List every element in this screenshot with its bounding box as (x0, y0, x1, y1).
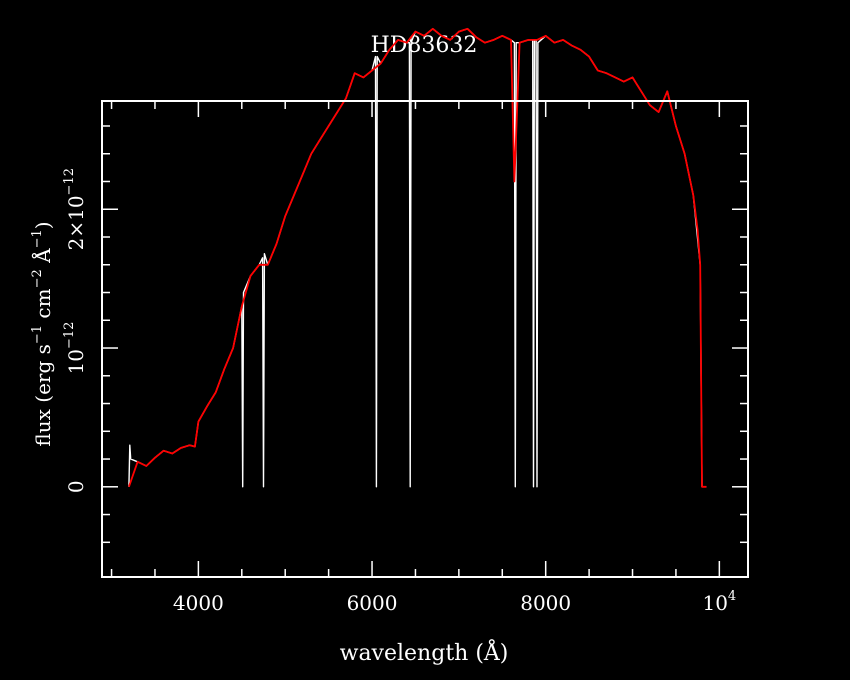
x-tick-label: 4000 (173, 591, 224, 615)
y-label-exp-2: −2 (30, 269, 45, 288)
y-tick-label: 0 (64, 480, 88, 493)
y-label-prefix: flux (erg s (31, 344, 55, 446)
x-axis-label: wavelength (Å) (340, 638, 509, 666)
y-label-exp-3: −1 (30, 229, 45, 248)
series-layer (128, 27, 707, 488)
chart-title: HD83632 (371, 33, 478, 58)
series-line-2 (128, 27, 707, 488)
y-axis-label: flux (erg s−1 cm−2 Å−1) (30, 221, 55, 446)
y-label-suffix: ) (31, 221, 55, 229)
y-tick-label: 10−12 (62, 322, 88, 375)
y-label-mid-2: Å (30, 248, 55, 269)
y-label-mid-1: cm (31, 288, 55, 325)
y-label-exp-1: −1 (30, 325, 45, 344)
tick-layer: 4000 6000 8000 104 0 10−12 2×10−12 (62, 101, 748, 615)
x-tick-label: 104 (702, 589, 736, 615)
x-tick-label: 6000 (347, 591, 398, 615)
plot-frame (101, 100, 749, 578)
x-tick-label: 8000 (520, 591, 571, 615)
y-tick-label: 2×10−12 (62, 168, 88, 250)
